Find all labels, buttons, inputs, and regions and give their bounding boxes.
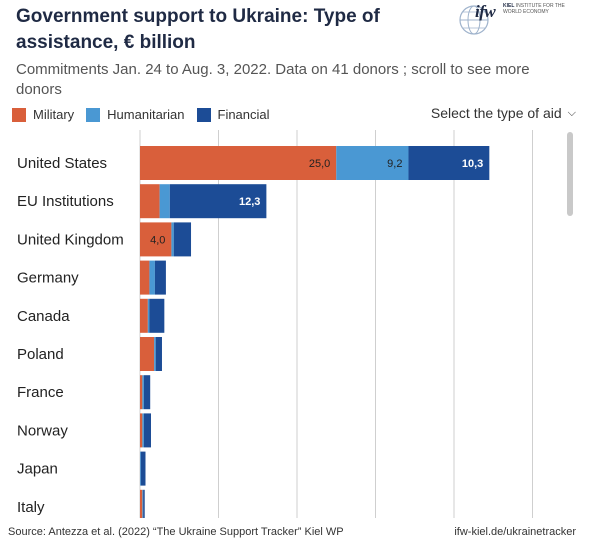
legend-label-financial: Financial <box>217 107 270 122</box>
legend-swatch-military <box>12 107 26 122</box>
category-label: France <box>17 384 64 401</box>
data-label: 10,3 <box>462 158 483 170</box>
bar-humanitarian <box>147 298 150 333</box>
category-label: EU Institutions <box>17 193 114 210</box>
bar-military <box>140 375 143 410</box>
bar-military <box>140 184 160 219</box>
bar-humanitarian <box>142 489 144 518</box>
data-label: 25,0 <box>309 158 330 170</box>
legend-item-humanitarian: Humanitarian <box>86 107 185 122</box>
bar-financial <box>169 184 267 219</box>
stacked-bar-chart: United States 25,0 9,2 10,3 EU Institutions 1… <box>17 130 533 518</box>
bar-military <box>140 298 148 333</box>
data-label: 9,2 <box>387 158 402 170</box>
category-label: Canada <box>17 308 70 325</box>
category-label: United Kingdom <box>17 231 124 248</box>
scrollbar[interactable] <box>567 132 573 216</box>
bar-humanitarian <box>336 146 409 180</box>
bar-financial <box>140 451 146 486</box>
logo-wordmark: ifw <box>475 2 496 21</box>
bar-military <box>140 489 143 518</box>
category-label: Poland <box>17 346 64 363</box>
data-label: 4,0 <box>150 234 165 246</box>
logo-subtitle: KIEL INSTITUTE FOR THE WORLD ECONOMY <box>503 3 565 15</box>
bar-financial <box>408 146 490 180</box>
bar-military <box>140 260 150 295</box>
legend-item-military: Military <box>12 107 74 122</box>
category-label: Germany <box>17 270 79 287</box>
bar-financial <box>154 260 166 295</box>
bar-military <box>140 146 337 180</box>
chart-subtitle: Commitments Jan. 24 to Aug. 3, 2022. Dat… <box>16 61 530 98</box>
bar-financial <box>155 337 162 371</box>
bar-humanitarian <box>171 222 174 257</box>
legend-swatch-humanitarian <box>86 107 101 122</box>
bar-financial <box>149 298 165 333</box>
globe-icon <box>459 5 489 35</box>
bar-financial <box>143 375 151 410</box>
legend-label-humanitarian: Humanitarian <box>107 107 185 122</box>
source-note: Source: Antezza et al. (2022) “The Ukrai… <box>8 526 344 538</box>
chart-title: Government support to Ukraine: Type of a… <box>16 6 380 53</box>
category-label: Norway <box>17 422 68 439</box>
aid-type-dropdown[interactable]: Select the type of aid ⌵ <box>431 105 576 121</box>
bar-military <box>140 337 155 371</box>
bar-humanitarian <box>140 451 141 486</box>
chevron-down-icon: ⌵ <box>567 106 576 119</box>
bar-humanitarian <box>154 337 156 371</box>
bar-financial <box>173 222 192 257</box>
bar-military <box>140 413 143 448</box>
data-label: 12,3 <box>239 196 260 208</box>
bar-humanitarian <box>142 413 144 448</box>
bar-humanitarian <box>159 184 170 219</box>
bar-financial <box>143 413 151 448</box>
ifw-kiel-logo <box>448 0 588 40</box>
legend-item-financial: Financial <box>196 107 270 122</box>
bar-military <box>140 222 172 257</box>
bar-humanitarian <box>142 375 144 410</box>
legend-label-military: Military <box>33 107 75 122</box>
bar-humanitarian <box>149 260 155 295</box>
legend: Military Humanitarian Financial <box>12 107 282 122</box>
aid-type-dropdown-label: Select the type of aid <box>430 105 562 121</box>
tracker-link[interactable]: ifw-kiel.de/ukrainetracker <box>454 526 576 538</box>
category-label: Japan <box>17 461 58 478</box>
legend-swatch-financial <box>196 107 211 122</box>
bar-financial <box>143 489 145 518</box>
category-label: United States <box>17 155 107 172</box>
category-label: Italy <box>17 499 45 516</box>
